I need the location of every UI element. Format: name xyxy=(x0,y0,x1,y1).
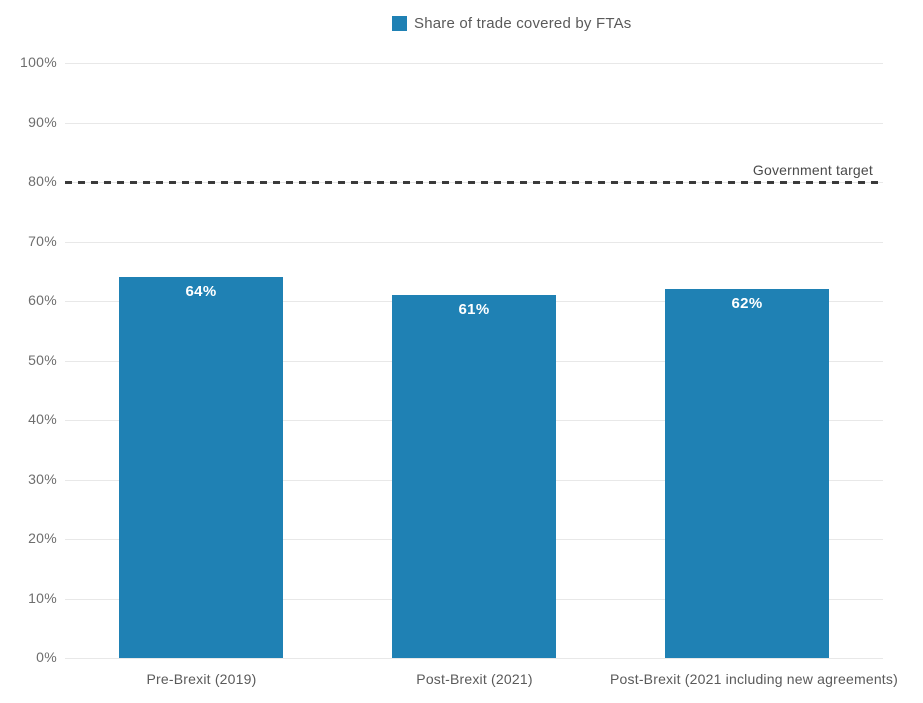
legend-label: Share of trade covered by FTAs xyxy=(414,15,632,32)
legend-swatch-icon xyxy=(392,16,407,31)
bar-value-label: 61% xyxy=(458,301,490,318)
gridline-100pct xyxy=(65,63,883,64)
bar-post-brexit-2021-including-new-agreements: 62% xyxy=(665,289,829,658)
gridline-90pct xyxy=(65,123,883,124)
bar-post-brexit-2021: 61% xyxy=(392,295,556,658)
y-axis-tick-label: 0% xyxy=(36,649,57,665)
bar-value-label: 62% xyxy=(731,295,763,312)
bar-value-label: 64% xyxy=(185,283,217,300)
y-axis-tick-label: 50% xyxy=(28,352,57,368)
chart-legend: Share of trade covered by FTAs xyxy=(392,15,632,32)
government-target-label: Government target xyxy=(752,162,873,178)
y-axis-tick-label: 90% xyxy=(28,114,57,130)
government-target-line xyxy=(65,181,878,184)
gridline-70pct xyxy=(65,242,883,243)
y-axis-tick-label: 80% xyxy=(28,173,57,189)
x-axis-tick-label: Pre-Brexit (2019) xyxy=(146,671,257,687)
x-axis-tick-label: Post-Brexit (2021) xyxy=(416,671,533,687)
y-axis-tick-label: 40% xyxy=(28,411,57,427)
y-axis-tick-label: 20% xyxy=(28,530,57,546)
y-axis-tick-label: 70% xyxy=(28,233,57,249)
y-axis-tick-label: 30% xyxy=(28,471,57,487)
y-axis-tick-label: 60% xyxy=(28,292,57,308)
bar-pre-brexit-2019: 64% xyxy=(119,277,283,658)
y-axis-tick-label: 100% xyxy=(19,54,57,70)
gridline-0pct xyxy=(65,658,883,659)
y-axis-tick-label: 10% xyxy=(28,590,57,606)
x-axis-tick-label: Post-Brexit (2021 including new agreemen… xyxy=(610,671,898,687)
